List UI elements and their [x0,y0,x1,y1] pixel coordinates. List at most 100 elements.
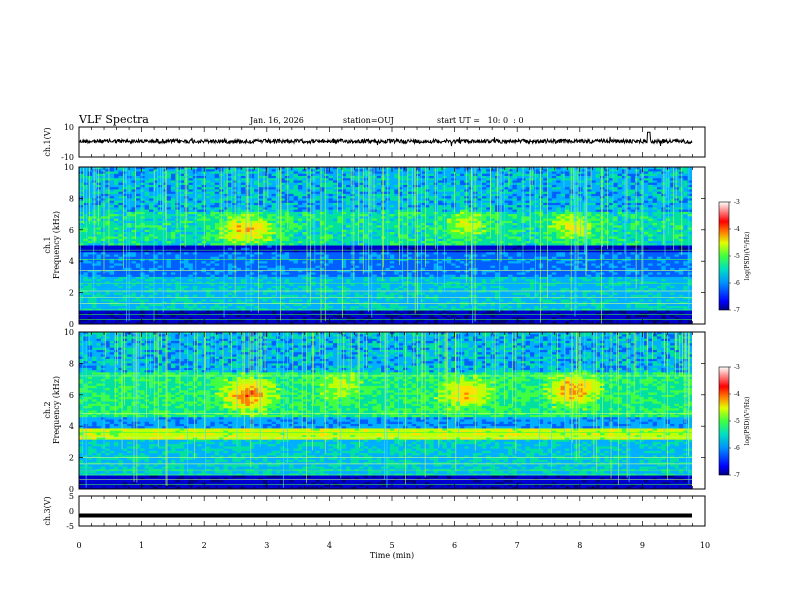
spectrogram-cell [158,194,163,197]
spectrogram-cell [210,315,215,318]
spectrogram-cell [377,228,382,231]
spectrogram-cell [350,214,355,217]
spectrogram-cell [241,196,246,199]
spectrogram-cell [171,216,176,219]
spectrogram-cell [346,239,351,242]
spectrogram-cell [315,205,320,208]
spectrogram-cell [333,257,338,260]
spectrogram-cell [210,306,215,309]
spectrogram-cell [377,185,382,188]
spectrogram-cell [188,266,193,269]
spectrogram-cell [259,214,264,217]
spectrogram-cell [337,304,342,307]
spectrogram-cell [272,243,277,246]
spectrogram-cell [193,230,198,233]
spectrogram-cell [193,261,198,264]
spectrogram-cell [149,281,154,284]
spectrogram-cell [267,293,272,296]
spectrogram-cell [294,214,299,217]
spectrogram-cell [372,311,377,314]
spectrogram-cell [294,228,299,231]
spectrogram-cell [188,243,193,246]
spectrogram-cell [175,306,180,309]
spectrogram-cell [315,196,320,199]
spectrogram-cell [193,286,198,289]
spectrogram-cell [140,320,145,323]
spectrogram-cell [329,203,334,206]
spectrogram-cell [346,257,351,260]
spectrogram-cell [167,210,172,213]
spectrogram-cell [193,241,198,244]
spectrogram-cell [346,261,351,264]
spectrogram-cell [158,201,163,204]
spectrogram-cell [136,176,141,179]
spectrogram-cell [206,212,211,215]
spectrogram-cell [215,299,220,302]
spectrogram-cell [320,275,325,278]
spectrogram-cell [184,257,189,260]
spectrogram-cell [346,178,351,181]
spectrogram-cell [285,277,290,280]
spectrogram-cell [97,205,102,208]
spectrogram-cell [188,187,193,190]
spectrogram-cell [333,171,338,174]
spectrogram-cell [298,225,303,228]
spectrogram-cell [171,261,176,264]
spectrogram-cell [83,237,88,240]
spectrogram-cell [272,198,277,201]
spectrogram-cell [346,189,351,192]
spectrogram-cell [372,210,377,213]
spectrogram-cell [232,225,237,228]
spectrogram-cell [206,263,211,266]
spectrogram-cell [241,192,246,195]
spectrogram-cell [315,232,320,235]
spectrogram-cell [149,272,154,275]
spectrogram-cell [250,174,255,177]
spectrogram-cell [83,214,88,217]
spectrogram-cell [377,203,382,206]
spectrogram-cell [136,225,141,228]
spectrogram-cell [250,313,255,316]
spectrogram-cell [298,216,303,219]
spectrogram-cell [228,221,233,224]
spectrogram-cell [136,306,141,309]
spectrogram-cell [250,228,255,231]
spectrogram-cell [92,243,97,246]
spectrogram-cell [97,185,102,188]
spectrogram-cell [145,194,150,197]
spectrogram-cell [92,252,97,255]
spectrogram-cell [149,261,154,264]
spectrogram-cell [175,299,180,302]
spectrogram-cell [241,284,246,287]
spectrogram-cell [171,210,176,213]
spectrogram-cell [359,311,364,314]
spectrogram-cell [206,246,211,249]
spectrogram-cell [114,279,119,282]
spectrogram-cell [346,187,351,190]
spectrogram-cell [320,288,325,291]
spectrogram-cell [276,304,281,307]
spectrogram-cell [250,279,255,282]
spectrogram-cell [114,275,119,278]
spectrogram-cell [311,279,316,282]
spectrogram-cell [215,293,220,296]
spectrogram-cell [280,275,285,278]
spectrogram-cell [175,281,180,284]
spectrogram-cell [206,196,211,199]
spectrogram-cell [302,241,307,244]
spectrogram-cell [180,306,185,309]
spectrogram-cell [114,299,119,302]
spectrogram-cell [263,210,268,213]
spectrogram-cell [263,228,268,231]
spectrogram-cell [114,284,119,287]
spectrogram-cell [175,237,180,240]
spectrogram-cell [167,185,172,188]
spectrogram-cell [149,230,154,233]
spectrogram-cell [184,286,189,289]
spectrogram-cell [372,281,377,284]
spectrogram-cell [206,180,211,183]
spectrogram-cell [175,313,180,316]
spectrogram-cell [184,268,189,271]
spectrogram-cell [298,268,303,271]
spectrogram-cell [149,207,154,210]
